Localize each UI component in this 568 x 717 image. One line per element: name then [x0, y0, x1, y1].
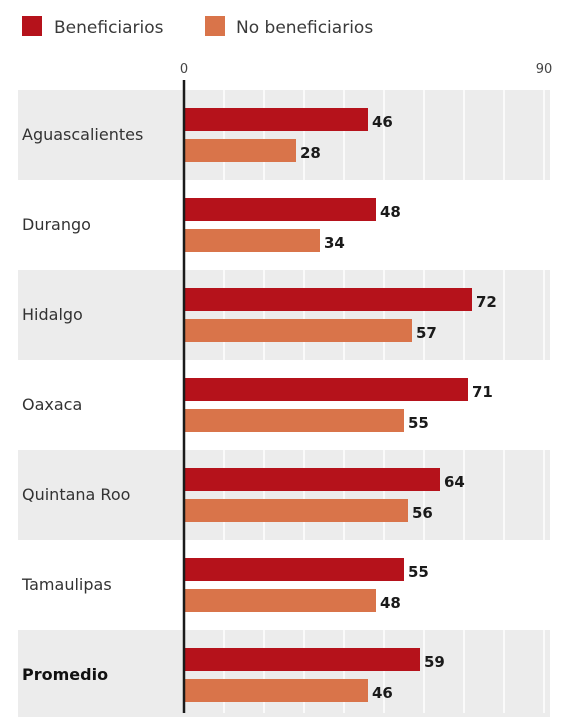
- bar-no-beneficiarios-aguascalientes: [184, 139, 296, 162]
- bar-beneficiarios-aguascalientes: [184, 108, 368, 131]
- data-label-no-beneficiarios-aguascalientes: 28: [300, 144, 321, 162]
- category-label-promedio: Promedio: [22, 665, 108, 684]
- category-label-quintana-roo: Quintana Roo: [22, 485, 130, 504]
- legend: Beneficiarios No beneficiarios: [22, 16, 373, 38]
- data-label-beneficiarios-quintana-roo: 64: [444, 473, 465, 491]
- data-label-no-beneficiarios-oaxaca: 55: [408, 414, 429, 432]
- bar-no-beneficiarios-hidalgo: [184, 319, 412, 342]
- bar-no-beneficiarios-quintana-roo: [184, 499, 408, 522]
- data-label-no-beneficiarios-tamaulipas: 48: [380, 594, 401, 612]
- bar-beneficiarios-hidalgo: [184, 288, 472, 311]
- bar-beneficiarios-tamaulipas: [184, 558, 404, 581]
- data-label-beneficiarios-oaxaca: 71: [472, 383, 493, 401]
- band-hidalgo: [18, 270, 550, 360]
- category-label-tamaulipas: Tamaulipas: [21, 575, 112, 594]
- x-tick-label-min: 0: [180, 62, 188, 77]
- chart-marks: Aguascalientes 46 28 Durango 48 34 Hidalgo 72 57…: [21, 108, 497, 702]
- data-label-no-beneficiarios-hidalgo: 57: [416, 324, 437, 342]
- category-label-durango: Durango: [22, 215, 91, 234]
- band-quintana-roo: [18, 450, 550, 540]
- bar-beneficiarios-promedio: [184, 648, 420, 671]
- data-label-no-beneficiarios-promedio: 46: [372, 684, 393, 702]
- bar-no-beneficiarios-oaxaca: [184, 409, 404, 432]
- data-label-beneficiarios-promedio: 59: [424, 653, 445, 671]
- category-bands: [18, 90, 550, 717]
- bar-no-beneficiarios-durango: [184, 229, 320, 252]
- category-label-hidalgo: Hidalgo: [22, 305, 83, 324]
- data-label-beneficiarios-aguascalientes: 46: [372, 113, 393, 131]
- category-label-oaxaca: Oaxaca: [22, 395, 82, 414]
- data-label-beneficiarios-hidalgo: 72: [476, 293, 497, 311]
- data-label-no-beneficiarios-quintana-roo: 56: [412, 504, 433, 522]
- bar-beneficiarios-oaxaca: [184, 378, 468, 401]
- x-tick-label-max: 90: [536, 62, 553, 77]
- data-label-no-beneficiarios-durango: 34: [324, 234, 345, 252]
- category-label-aguascalientes: Aguascalientes: [22, 125, 143, 144]
- bar-no-beneficiarios-tamaulipas: [184, 589, 376, 612]
- legend-swatch-no-beneficiarios: [205, 16, 225, 36]
- bar-beneficiarios-durango: [184, 198, 376, 221]
- band-aguascalientes: [18, 90, 550, 180]
- data-label-beneficiarios-durango: 48: [380, 203, 401, 221]
- legend-label-no-beneficiarios: No beneficiarios: [236, 18, 373, 38]
- data-label-beneficiarios-tamaulipas: 55: [408, 563, 429, 581]
- legend-swatch-beneficiarios: [22, 16, 42, 36]
- bar-beneficiarios-quintana-roo: [184, 468, 440, 491]
- bar-no-beneficiarios-promedio: [184, 679, 368, 702]
- band-promedio: [18, 630, 550, 717]
- legend-label-beneficiarios: Beneficiarios: [54, 18, 164, 38]
